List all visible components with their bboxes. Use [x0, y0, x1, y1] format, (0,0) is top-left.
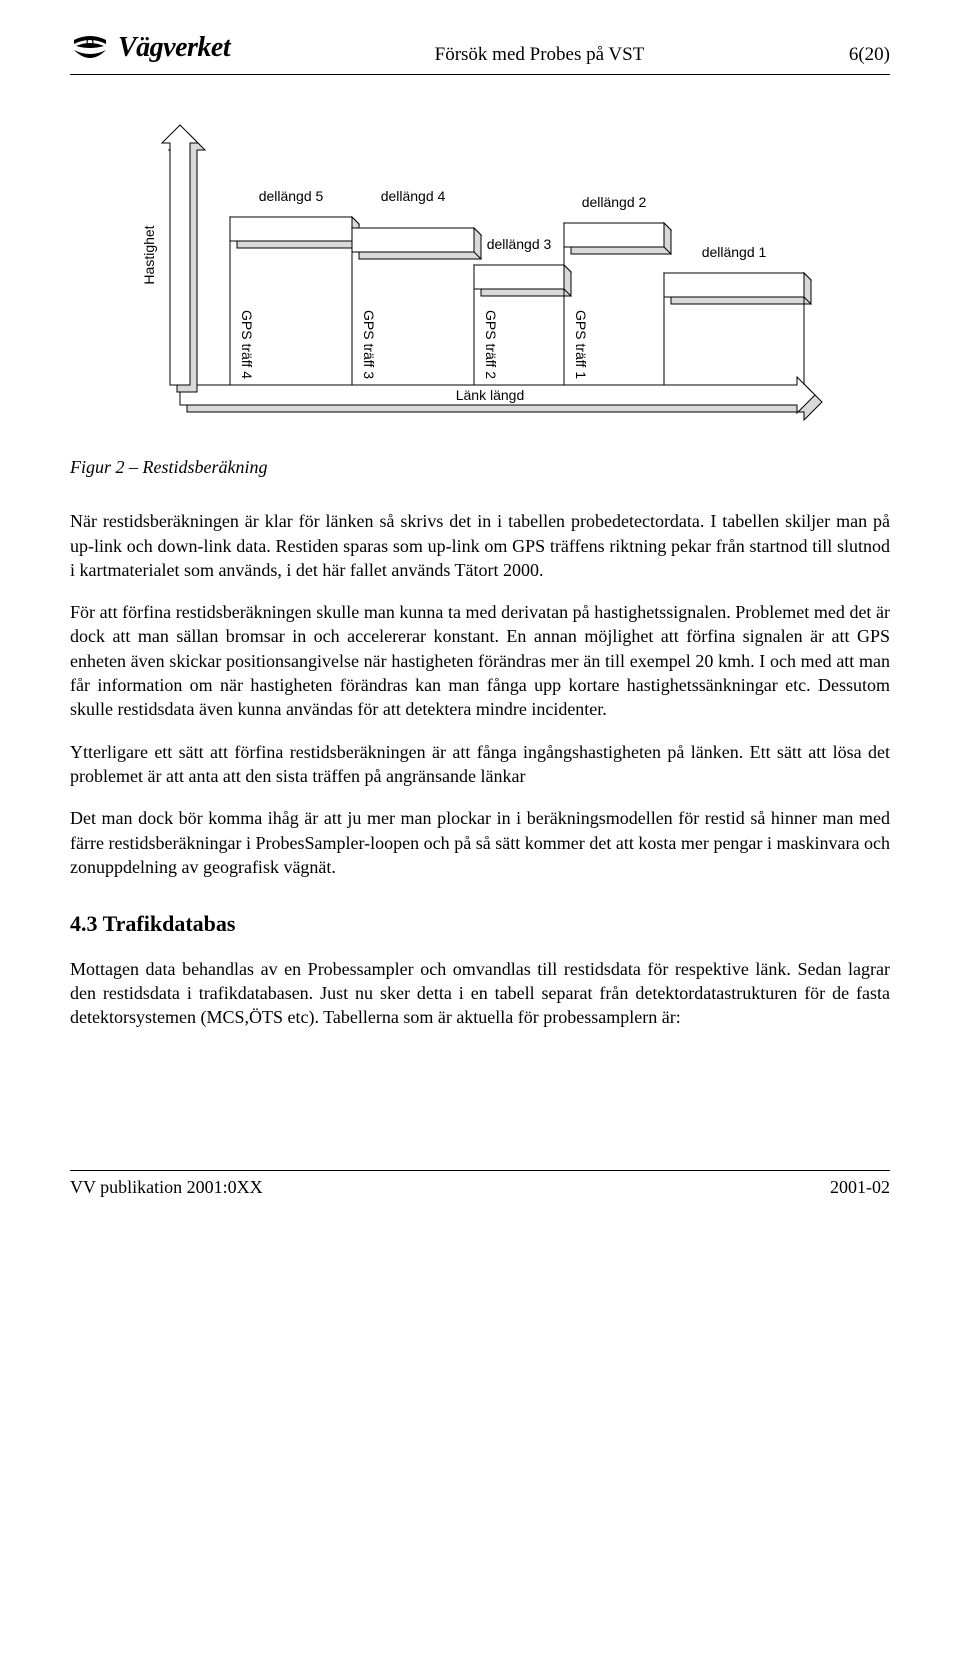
svg-text:dellängd 5: dellängd 5 — [259, 188, 324, 204]
svg-text:GPS träff 4: GPS träff 4 — [239, 310, 255, 379]
logo-text: Vägverket — [118, 29, 230, 67]
svg-text:GPS träff 3: GPS träff 3 — [361, 310, 377, 379]
figure-caption: Figur 2 – Restidsberäkning — [70, 455, 890, 479]
page-footer: VV publikation 2001:0XX 2001-02 — [70, 1170, 890, 1199]
header-page-number: 6(20) — [849, 42, 890, 68]
diagram-svg: Länk längd Hastighet dellängd 5 dellängd 4 d… — [130, 115, 830, 435]
paragraph-2: För att förfina restidsberäkningen skull… — [70, 600, 890, 721]
paragraph-4: Det man dock bör komma ihåg är att ju me… — [70, 806, 890, 879]
svg-text:Länk längd: Länk längd — [456, 387, 525, 403]
logo-block: Vägverket — [70, 28, 230, 68]
section-heading: 4.3 Trafikdatabas — [70, 909, 890, 939]
svg-text:dellängd 3: dellängd 3 — [487, 236, 552, 252]
page-header: Vägverket Försök med Probes på VST 6(20) — [70, 28, 890, 75]
vagverket-logo-icon — [70, 28, 110, 68]
figure-2-diagram: Länk längd Hastighet dellängd 5 dellängd 4 d… — [130, 115, 830, 435]
svg-text:dellängd 1: dellängd 1 — [702, 244, 767, 260]
paragraph-5: Mottagen data behandlas av en Probessamp… — [70, 957, 890, 1030]
svg-text:GPS träff 1: GPS träff 1 — [573, 310, 589, 379]
svg-text:Hastighet: Hastighet — [141, 225, 157, 284]
paragraph-3: Ytterligare ett sätt att förfina restids… — [70, 740, 890, 789]
svg-text:dellängd 4: dellängd 4 — [381, 188, 446, 204]
footer-right: 2001-02 — [830, 1175, 890, 1199]
header-title: Försök med Probes på VST — [435, 42, 645, 68]
paragraph-1: När restidsberäkningen är klar för länke… — [70, 509, 890, 582]
footer-left: VV publikation 2001:0XX — [70, 1175, 263, 1199]
svg-text:GPS träff 2: GPS träff 2 — [483, 310, 499, 379]
svg-text:dellängd 2: dellängd 2 — [582, 194, 647, 210]
